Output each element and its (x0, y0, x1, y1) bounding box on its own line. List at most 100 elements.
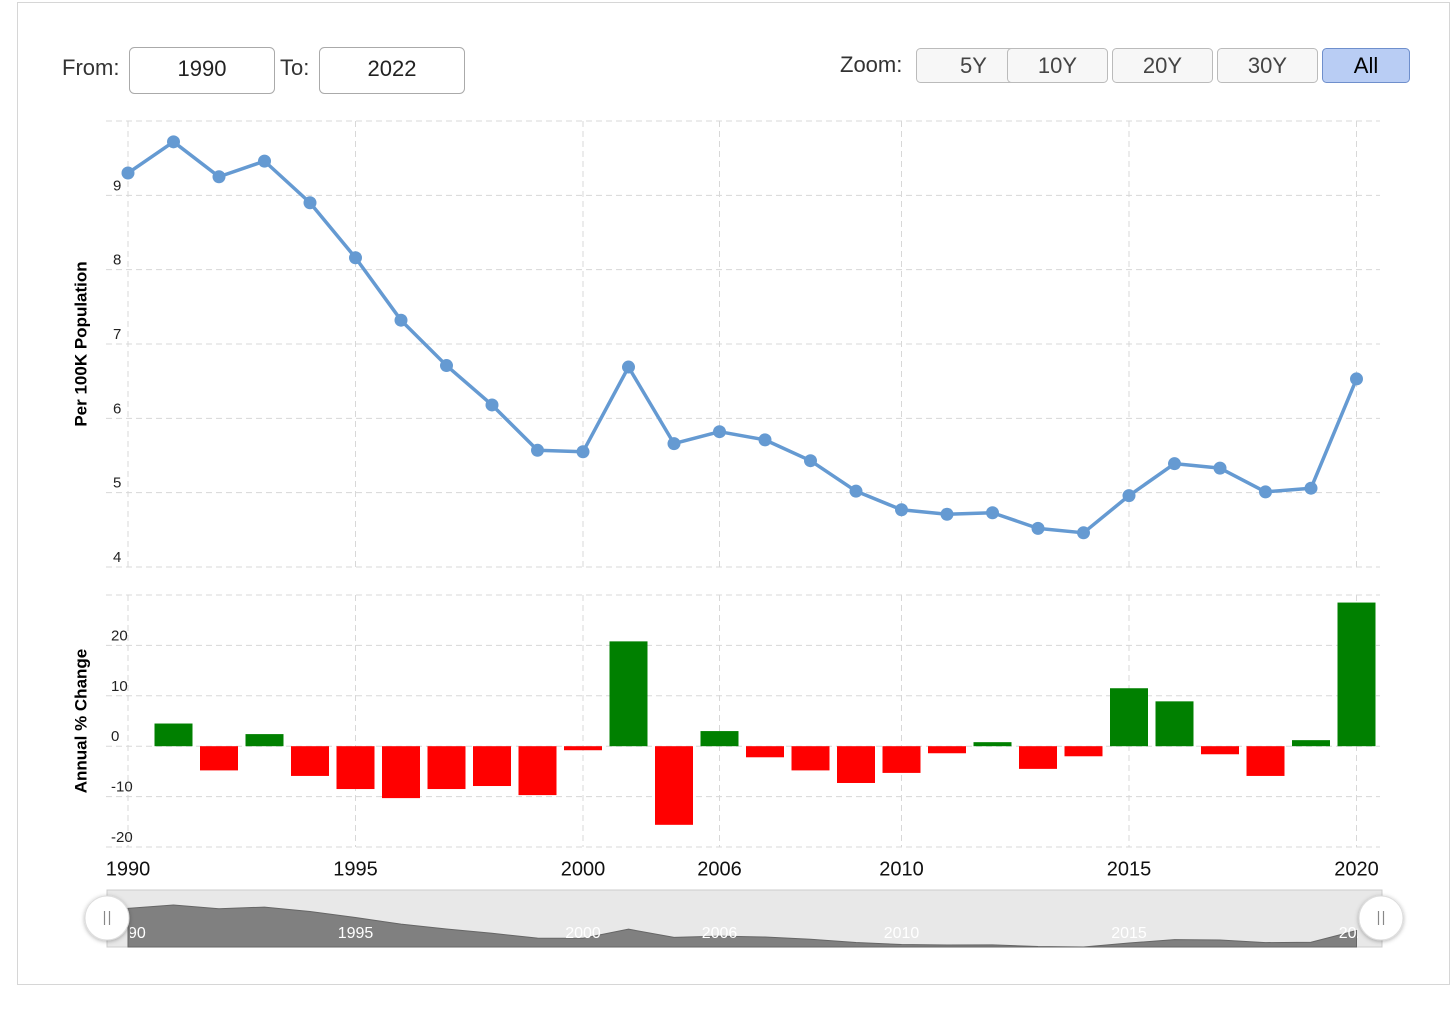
marker (440, 359, 453, 373)
zoom-button[interactable]: 30Y (1217, 48, 1318, 83)
marker (1350, 372, 1363, 386)
navigator-area (127, 904, 1357, 948)
bar (837, 746, 875, 783)
marker (167, 135, 180, 149)
y-tick-label: 0 (111, 728, 119, 745)
marker (303, 196, 317, 210)
bar (291, 746, 329, 776)
from-value: 1990 (178, 56, 227, 81)
navigator-handle[interactable] (84, 895, 130, 941)
bar (1155, 701, 1194, 747)
button-label: 10Y (1038, 53, 1077, 78)
y-tick-label: 4 (113, 549, 121, 566)
bar (1110, 688, 1148, 747)
marker (804, 454, 817, 468)
x-tick-label: 2010 (879, 858, 924, 880)
y-tick-label: 8 (113, 252, 121, 269)
marker (1031, 521, 1045, 535)
bar (564, 746, 602, 751)
to-input[interactable]: 2022 (319, 47, 465, 94)
marker (485, 398, 499, 412)
y-tick-label: -10 (111, 779, 133, 796)
input-box (319, 47, 465, 94)
marker (1259, 485, 1272, 499)
x-tick-label: 2000 (561, 858, 606, 880)
y-tick-label: 7 (113, 326, 121, 343)
marker (895, 503, 908, 517)
navigator-label: 1995 (338, 925, 374, 942)
marker (667, 437, 681, 451)
y-tick-label: 9 (113, 177, 121, 194)
bar (882, 746, 921, 773)
zoom-button[interactable]: 10Y (1007, 48, 1108, 83)
zoom-label: Zoom: (840, 52, 902, 77)
navigator-labels: 1990 1995 2000 2006 2010 2015 2020 (110, 925, 1375, 942)
bar (973, 742, 1012, 747)
bar (1246, 746, 1285, 776)
x-tick-label: 1995 (333, 858, 378, 880)
marker (258, 154, 271, 168)
from-input[interactable]: 1990 (129, 47, 275, 94)
from-label: From: (62, 55, 119, 80)
bar (154, 723, 193, 747)
button-label: All (1354, 53, 1378, 78)
marker (713, 425, 726, 439)
bar (336, 746, 375, 790)
navigator-handle[interactable] (1358, 895, 1404, 941)
zoom-button[interactable]: All (1322, 48, 1410, 83)
marker (349, 251, 362, 265)
marker (394, 313, 408, 327)
button-box (1217, 48, 1318, 83)
marker (622, 360, 635, 374)
button-box (1112, 48, 1213, 83)
marker (1077, 526, 1090, 540)
y-axis-title: Annual % Change (71, 649, 90, 794)
zoom-button[interactable]: 5Y (916, 48, 1031, 83)
bar (746, 746, 784, 758)
line (127, 140, 1359, 535)
x-tick-label: 2015 (1107, 858, 1152, 880)
bar (928, 746, 966, 754)
bar (200, 746, 238, 771)
navigator-label: 2006 (702, 925, 738, 942)
y-tick-label: -20 (111, 829, 133, 846)
button-box (1007, 48, 1108, 83)
bar (1064, 746, 1103, 757)
marker (576, 445, 590, 459)
navigator-label: 1990 (110, 925, 146, 942)
bar (427, 746, 466, 790)
bar (473, 746, 511, 787)
zoom-button[interactable]: 20Y (1112, 48, 1213, 83)
y-tick-label: 10 (111, 678, 128, 695)
marker (1304, 481, 1318, 495)
button-label: 5Y (960, 53, 987, 78)
x-tick-label: 1990 (106, 858, 151, 880)
handle (1358, 895, 1404, 941)
y-tick-label: 6 (113, 400, 121, 417)
input-box (129, 47, 275, 94)
handle (84, 895, 130, 941)
navigator-label: 2020 (1339, 925, 1375, 942)
navigator-label: 2000 (565, 925, 601, 942)
marker (940, 507, 954, 521)
bar (1337, 602, 1376, 747)
marker (1122, 489, 1136, 503)
y-tick-label: 5 (113, 475, 121, 492)
bar (245, 734, 284, 747)
marker (1168, 457, 1181, 471)
bar (1019, 746, 1057, 769)
marker (1213, 461, 1227, 475)
marker (986, 506, 999, 520)
x-tick-label: 2020 (1334, 858, 1379, 880)
button-box (1322, 48, 1410, 83)
button-label: 30Y (1248, 53, 1287, 78)
bar (609, 641, 648, 747)
y-axis-title: Per 100K Population (71, 261, 90, 426)
bar (382, 746, 420, 799)
bar (791, 746, 830, 771)
bar (1292, 740, 1330, 747)
marker (531, 443, 544, 457)
bar (700, 731, 739, 747)
marker (212, 170, 226, 184)
